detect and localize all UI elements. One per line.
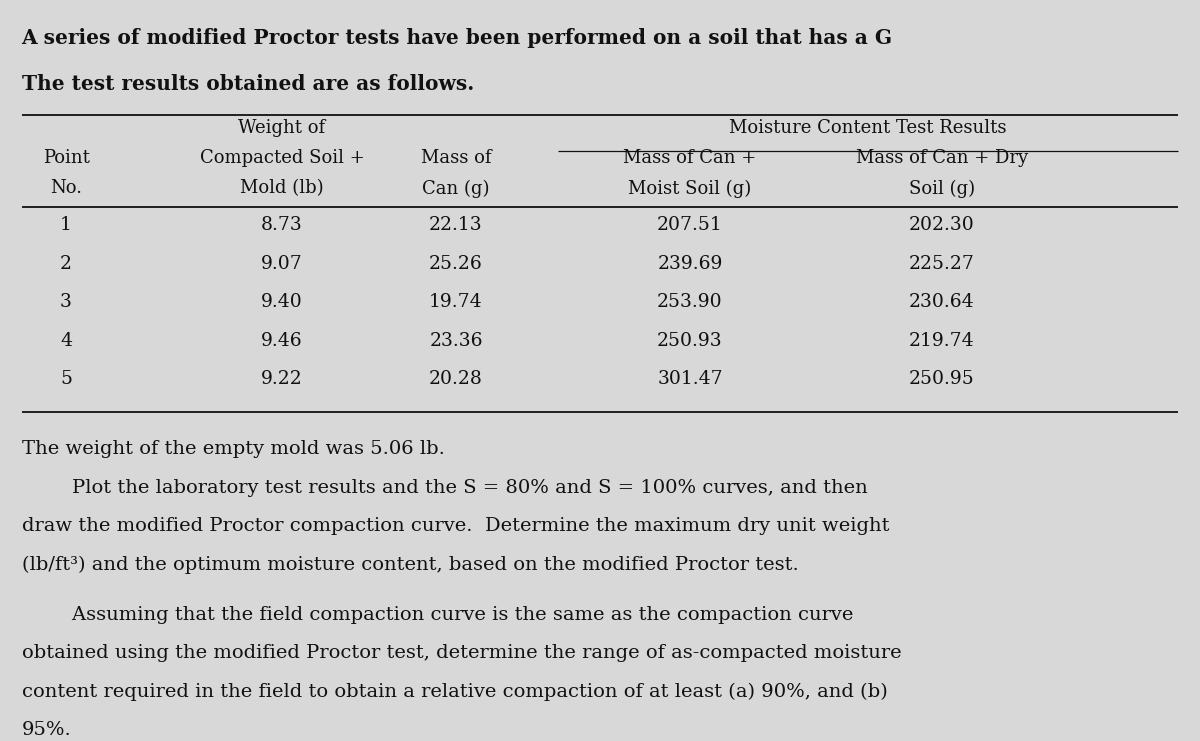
Text: 9.22: 9.22	[262, 370, 302, 388]
Text: Mass of: Mass of	[421, 149, 491, 167]
Text: 8.73: 8.73	[262, 216, 302, 234]
Text: 9.46: 9.46	[262, 332, 302, 350]
Text: Moisture Content Test Results: Moisture Content Test Results	[730, 119, 1007, 136]
Text: The test results obtained are as follows.: The test results obtained are as follows…	[22, 74, 474, 94]
Text: Assuming that the field compaction curve is the same as the compaction curve: Assuming that the field compaction curve…	[22, 606, 853, 624]
Text: 25.26: 25.26	[430, 255, 482, 273]
Text: 9.40: 9.40	[262, 293, 302, 311]
Text: The weight of the empty mold was 5.06 lb.: The weight of the empty mold was 5.06 lb…	[22, 440, 444, 458]
Text: 230.64: 230.64	[910, 293, 974, 311]
Text: 2: 2	[60, 255, 72, 273]
Text: 219.74: 219.74	[910, 332, 974, 350]
Text: 9.07: 9.07	[262, 255, 302, 273]
Text: A series of modified Proctor tests have been performed on a soil that has a G: A series of modified Proctor tests have …	[22, 28, 893, 48]
Text: Mass of Can +: Mass of Can +	[623, 149, 757, 167]
Text: Mold (lb): Mold (lb)	[240, 179, 324, 197]
Text: 202.30: 202.30	[910, 216, 974, 234]
Text: 3: 3	[60, 293, 72, 311]
Text: 20.28: 20.28	[430, 370, 482, 388]
Text: Weight of: Weight of	[239, 119, 325, 136]
Text: Mass of Can + Dry: Mass of Can + Dry	[856, 149, 1028, 167]
Text: Plot the laboratory test results and the S = 80% and S = 100% curves, and then: Plot the laboratory test results and the…	[22, 479, 868, 496]
Text: (lb/ft³) and the optimum moisture content, based on the modified Proctor test.: (lb/ft³) and the optimum moisture conten…	[22, 556, 798, 574]
Text: Soil (g): Soil (g)	[908, 179, 976, 198]
Text: obtained using the modified Proctor test, determine the range of as-compacted mo: obtained using the modified Proctor test…	[22, 645, 901, 662]
Text: 250.95: 250.95	[910, 370, 974, 388]
Text: 4: 4	[60, 332, 72, 350]
Text: 207.51: 207.51	[658, 216, 722, 234]
Text: 1: 1	[60, 216, 72, 234]
Text: Can (g): Can (g)	[422, 179, 490, 198]
Text: 95%.: 95%.	[22, 722, 71, 740]
Text: 225.27: 225.27	[910, 255, 974, 273]
Text: Compacted Soil +: Compacted Soil +	[199, 149, 365, 167]
Text: draw the modified Proctor compaction curve.  Determine the maximum dry unit weig: draw the modified Proctor compaction cur…	[22, 517, 889, 535]
Text: 301.47: 301.47	[658, 370, 722, 388]
Text: 23.36: 23.36	[430, 332, 482, 350]
Text: 19.74: 19.74	[430, 293, 482, 311]
Text: 5: 5	[60, 370, 72, 388]
Text: No.: No.	[50, 179, 82, 197]
Text: 239.69: 239.69	[658, 255, 722, 273]
Text: 250.93: 250.93	[658, 332, 722, 350]
Text: 253.90: 253.90	[658, 293, 722, 311]
Text: Point: Point	[42, 149, 90, 167]
Text: content required in the field to obtain a relative compaction of at least (a) 90: content required in the field to obtain …	[22, 683, 887, 701]
Text: Moist Soil (g): Moist Soil (g)	[629, 179, 751, 198]
Text: 22.13: 22.13	[430, 216, 482, 234]
